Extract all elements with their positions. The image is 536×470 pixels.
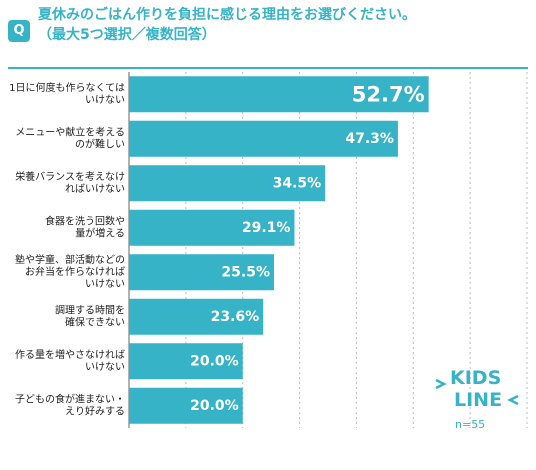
bar bbox=[129, 76, 429, 113]
category-label: 作る量を増やさなければいけない bbox=[15, 348, 125, 373]
bar bbox=[129, 209, 295, 246]
bar bbox=[129, 165, 326, 202]
chart-title: 夏休みのごはん作りを負担に感じる理由をお選びください。 （最大5つ選択／複数回答… bbox=[38, 5, 533, 45]
data-label: 47.3% bbox=[345, 131, 394, 147]
data-label: 25.5% bbox=[221, 264, 270, 280]
category-label-line: いけない bbox=[85, 94, 125, 106]
category-label-line: 1日に何度も作らなくては bbox=[9, 81, 125, 94]
kids-line-logo: KIDS LINE bbox=[435, 367, 519, 411]
bar bbox=[129, 343, 243, 380]
bar bbox=[129, 298, 264, 335]
category-label-line: 栄養バランスを考えなけ bbox=[15, 170, 125, 183]
question-badge: Q bbox=[8, 20, 30, 42]
category-label: 調理する時間を確保できない bbox=[55, 303, 125, 328]
category-label-line: いけない bbox=[85, 278, 125, 290]
category-label: 1日に何度も作らなくてはいけない bbox=[9, 81, 125, 106]
category-label-line: ればいけない bbox=[65, 183, 125, 195]
category-label: 子どもの食が進まない・えり好みする bbox=[15, 392, 125, 417]
category-label: 栄養バランスを考えなければいけない bbox=[15, 170, 125, 195]
data-label: 52.7% bbox=[352, 82, 425, 106]
category-label: 食器を洗う回数や量が増える bbox=[45, 214, 125, 239]
title-line-1: 夏休みのごはん作りを負担に感じる理由をお選びください。 bbox=[38, 7, 416, 23]
data-label: 29.1% bbox=[242, 220, 291, 236]
data-label: 20.0% bbox=[190, 398, 239, 414]
data-label: 34.5% bbox=[273, 175, 322, 191]
data-label: 20.0% bbox=[190, 353, 239, 369]
category-label-line: 量が増える bbox=[75, 226, 125, 239]
category-label-line: 確保できない bbox=[65, 315, 125, 328]
category-label-line: お弁当を作らなければ bbox=[25, 265, 125, 278]
category-label-line: えり好みする bbox=[65, 405, 125, 417]
title-line-2: （最大5つ選択／複数回答） bbox=[38, 27, 216, 43]
category-label-line: メニューや献立を考える bbox=[15, 125, 125, 138]
title-divider bbox=[8, 67, 528, 69]
category-label-line: 子どもの食が進まない・ bbox=[15, 392, 125, 405]
svg-text:LINE: LINE bbox=[454, 389, 502, 411]
bar bbox=[129, 387, 243, 424]
category-label-line: いけない bbox=[85, 361, 125, 373]
category-label: メニューや献立を考えるのが難しい bbox=[15, 125, 125, 150]
data-label: 23.6% bbox=[211, 309, 260, 325]
sample-size-label: n=55 bbox=[455, 418, 486, 431]
category-label-line: のが難しい bbox=[75, 137, 125, 150]
svg-text:KIDS: KIDS bbox=[450, 367, 501, 389]
bar bbox=[129, 254, 274, 291]
category-label-line: 作る量を増やさなければ bbox=[15, 348, 125, 361]
category-label-line: 塾や学童、部活動などの bbox=[15, 253, 125, 266]
category-label-line: 調理する時間を bbox=[55, 303, 125, 316]
category-label: 塾や学童、部活動などのお弁当を作らなければいけない bbox=[15, 253, 125, 290]
category-label-line: 食器を洗う回数や bbox=[45, 214, 125, 227]
bar bbox=[129, 120, 398, 157]
